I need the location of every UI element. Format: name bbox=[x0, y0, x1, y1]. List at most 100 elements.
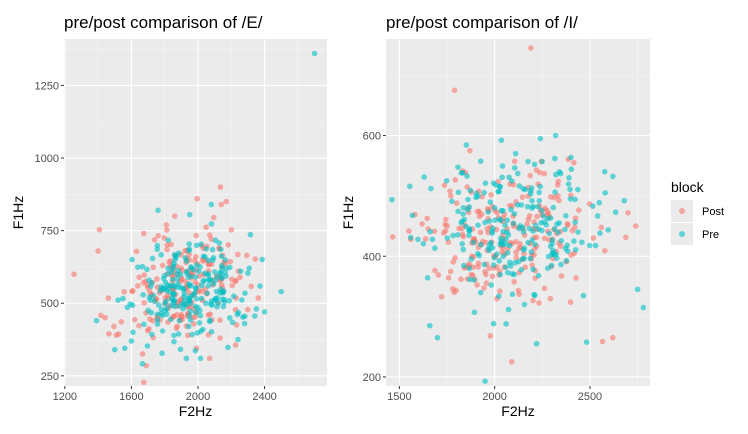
point-pre bbox=[512, 259, 518, 266]
point-pre bbox=[516, 183, 523, 189]
point-post bbox=[223, 198, 230, 205]
point-post bbox=[541, 285, 548, 292]
point-pre bbox=[504, 217, 511, 224]
point-pre bbox=[535, 272, 542, 279]
point-pre bbox=[575, 229, 581, 235]
point-pre bbox=[572, 219, 578, 226]
point-pre bbox=[524, 203, 531, 210]
point-pre bbox=[499, 174, 505, 181]
point-pre bbox=[450, 232, 456, 239]
point-pre bbox=[488, 282, 495, 288]
point-pre bbox=[127, 301, 134, 307]
point-post bbox=[192, 314, 199, 320]
point-pre bbox=[497, 271, 504, 278]
point-pre bbox=[497, 183, 504, 190]
point-pre bbox=[164, 282, 171, 289]
point-pre bbox=[219, 262, 225, 269]
point-post bbox=[524, 221, 530, 227]
point-pre bbox=[141, 321, 147, 328]
chart-panel-e: pre/post comparison of /E/ 1200 1600 2000 2… bbox=[10, 13, 327, 419]
point-post bbox=[460, 233, 467, 240]
point-pre bbox=[482, 378, 488, 384]
point-pre bbox=[468, 256, 475, 262]
point-pre bbox=[210, 254, 217, 261]
point-pre bbox=[487, 199, 494, 205]
point-post bbox=[444, 222, 450, 229]
point-pre bbox=[583, 339, 590, 345]
point-pre bbox=[208, 298, 215, 305]
point-pre bbox=[171, 299, 177, 306]
point-pre bbox=[427, 322, 433, 329]
point-pre bbox=[220, 303, 227, 310]
point-pre bbox=[421, 174, 427, 180]
point-post bbox=[237, 274, 243, 280]
points-i bbox=[389, 45, 647, 384]
point-pre bbox=[202, 254, 208, 260]
point-pre bbox=[257, 283, 263, 289]
point-post bbox=[497, 288, 503, 294]
point-post bbox=[225, 242, 232, 248]
point-post bbox=[190, 321, 197, 327]
point-pre bbox=[481, 261, 488, 268]
point-post bbox=[527, 172, 534, 179]
point-post bbox=[573, 275, 579, 281]
point-pre bbox=[518, 266, 525, 273]
point-pre bbox=[502, 264, 509, 270]
point-pre bbox=[563, 257, 570, 264]
point-pre bbox=[140, 291, 146, 298]
point-post bbox=[572, 215, 579, 222]
point-pre bbox=[181, 286, 187, 293]
point-pre bbox=[510, 220, 517, 227]
point-pre bbox=[490, 262, 497, 268]
point-pre bbox=[216, 240, 223, 246]
point-pre bbox=[159, 350, 165, 357]
point-pre bbox=[406, 183, 413, 190]
point-pre bbox=[429, 236, 436, 243]
point-post bbox=[95, 248, 101, 254]
point-pre bbox=[621, 197, 628, 204]
point-post bbox=[419, 221, 425, 227]
point-pre bbox=[508, 206, 514, 213]
point-post bbox=[438, 293, 445, 300]
point-pre bbox=[464, 173, 470, 179]
point-pre bbox=[564, 248, 571, 254]
point-post bbox=[255, 295, 262, 301]
point-pre bbox=[188, 282, 194, 289]
point-pre bbox=[205, 271, 211, 277]
y-axis-title-i: F1Hz bbox=[340, 196, 356, 229]
point-pre bbox=[242, 290, 248, 296]
point-post bbox=[217, 335, 223, 341]
x-tick-label: 1500 bbox=[387, 391, 411, 403]
point-pre bbox=[225, 344, 231, 351]
point-pre bbox=[475, 222, 481, 228]
point-pre bbox=[586, 242, 593, 249]
point-pre bbox=[253, 306, 260, 312]
point-pre bbox=[491, 254, 498, 261]
point-post bbox=[547, 295, 554, 302]
point-pre bbox=[495, 293, 502, 300]
point-pre bbox=[186, 241, 193, 247]
point-pre bbox=[186, 312, 193, 319]
legend: block Post Pre bbox=[671, 179, 724, 245]
point-pre bbox=[237, 268, 244, 274]
point-pre bbox=[203, 300, 209, 307]
point-pre bbox=[496, 188, 502, 195]
point-post bbox=[513, 249, 519, 256]
point-pre bbox=[521, 255, 528, 262]
point-post bbox=[622, 234, 629, 241]
point-pre bbox=[311, 50, 318, 57]
point-pre bbox=[432, 245, 438, 252]
point-pre bbox=[145, 307, 152, 314]
point-pre bbox=[506, 174, 512, 181]
point-post bbox=[159, 262, 166, 269]
point-pre bbox=[120, 295, 126, 302]
points-e bbox=[71, 50, 318, 386]
point-pre bbox=[504, 229, 510, 235]
point-pre bbox=[206, 277, 212, 283]
point-post bbox=[105, 295, 112, 301]
point-pre bbox=[155, 302, 162, 308]
point-pre bbox=[502, 222, 508, 229]
point-post bbox=[102, 314, 109, 321]
point-post bbox=[488, 192, 494, 198]
point-post bbox=[136, 322, 142, 329]
